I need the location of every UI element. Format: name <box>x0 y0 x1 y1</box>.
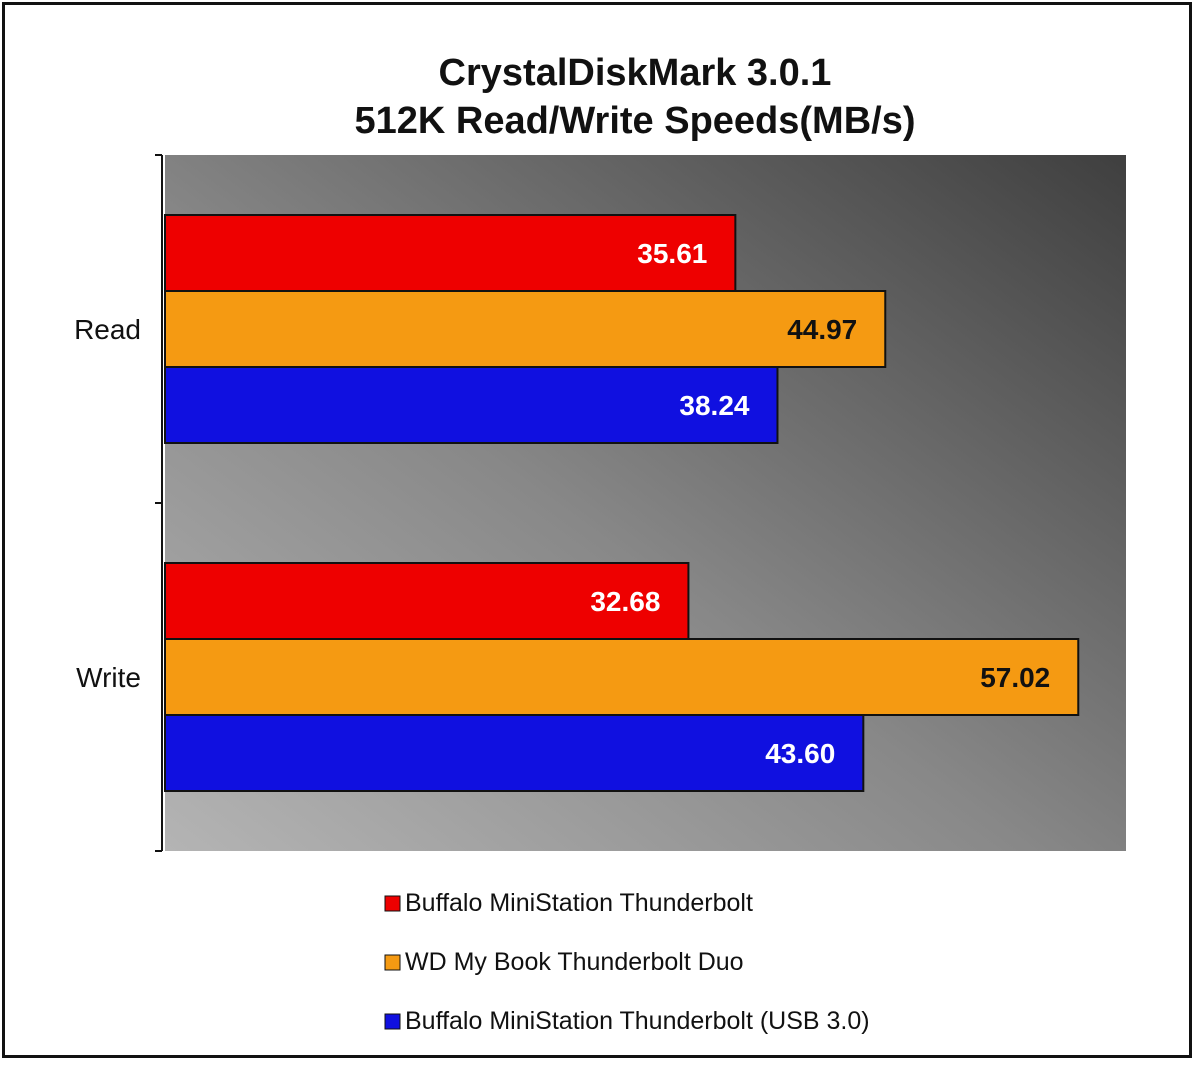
chart-title: CrystalDiskMark 3.0.1 <box>439 52 832 94</box>
legend-entry-label: Buffalo MiniStation Thunderbolt <box>405 889 753 917</box>
legend-entry-label: Buffalo MiniStation Thunderbolt (USB 3.0… <box>405 1007 870 1035</box>
bar <box>164 366 779 444</box>
chart-subtitle: 512K Read/Write Speeds(MB/s) <box>354 100 915 142</box>
legend-swatch <box>384 954 401 971</box>
bar <box>164 290 887 368</box>
bar-value-label: 44.97 <box>787 314 857 345</box>
bar-value-label: 32.68 <box>590 586 660 617</box>
legend-entry-label: WD My Book Thunderbolt Duo <box>405 948 744 976</box>
category-label: Read <box>74 314 141 345</box>
bar-value-label: 38.24 <box>679 390 749 421</box>
bar-value-label: 57.02 <box>980 662 1050 693</box>
legend-swatch <box>384 895 401 912</box>
bar <box>164 714 865 792</box>
bar-value-label: 43.60 <box>765 738 835 769</box>
legend-swatch <box>384 1013 401 1030</box>
bar <box>164 638 1080 716</box>
category-label: Write <box>76 662 141 693</box>
bar-value-label: 35.61 <box>637 238 707 269</box>
bar <box>164 562 690 640</box>
chart-svg: CrystalDiskMark 3.0.1 512K Read/Write Sp… <box>74 52 1126 1035</box>
